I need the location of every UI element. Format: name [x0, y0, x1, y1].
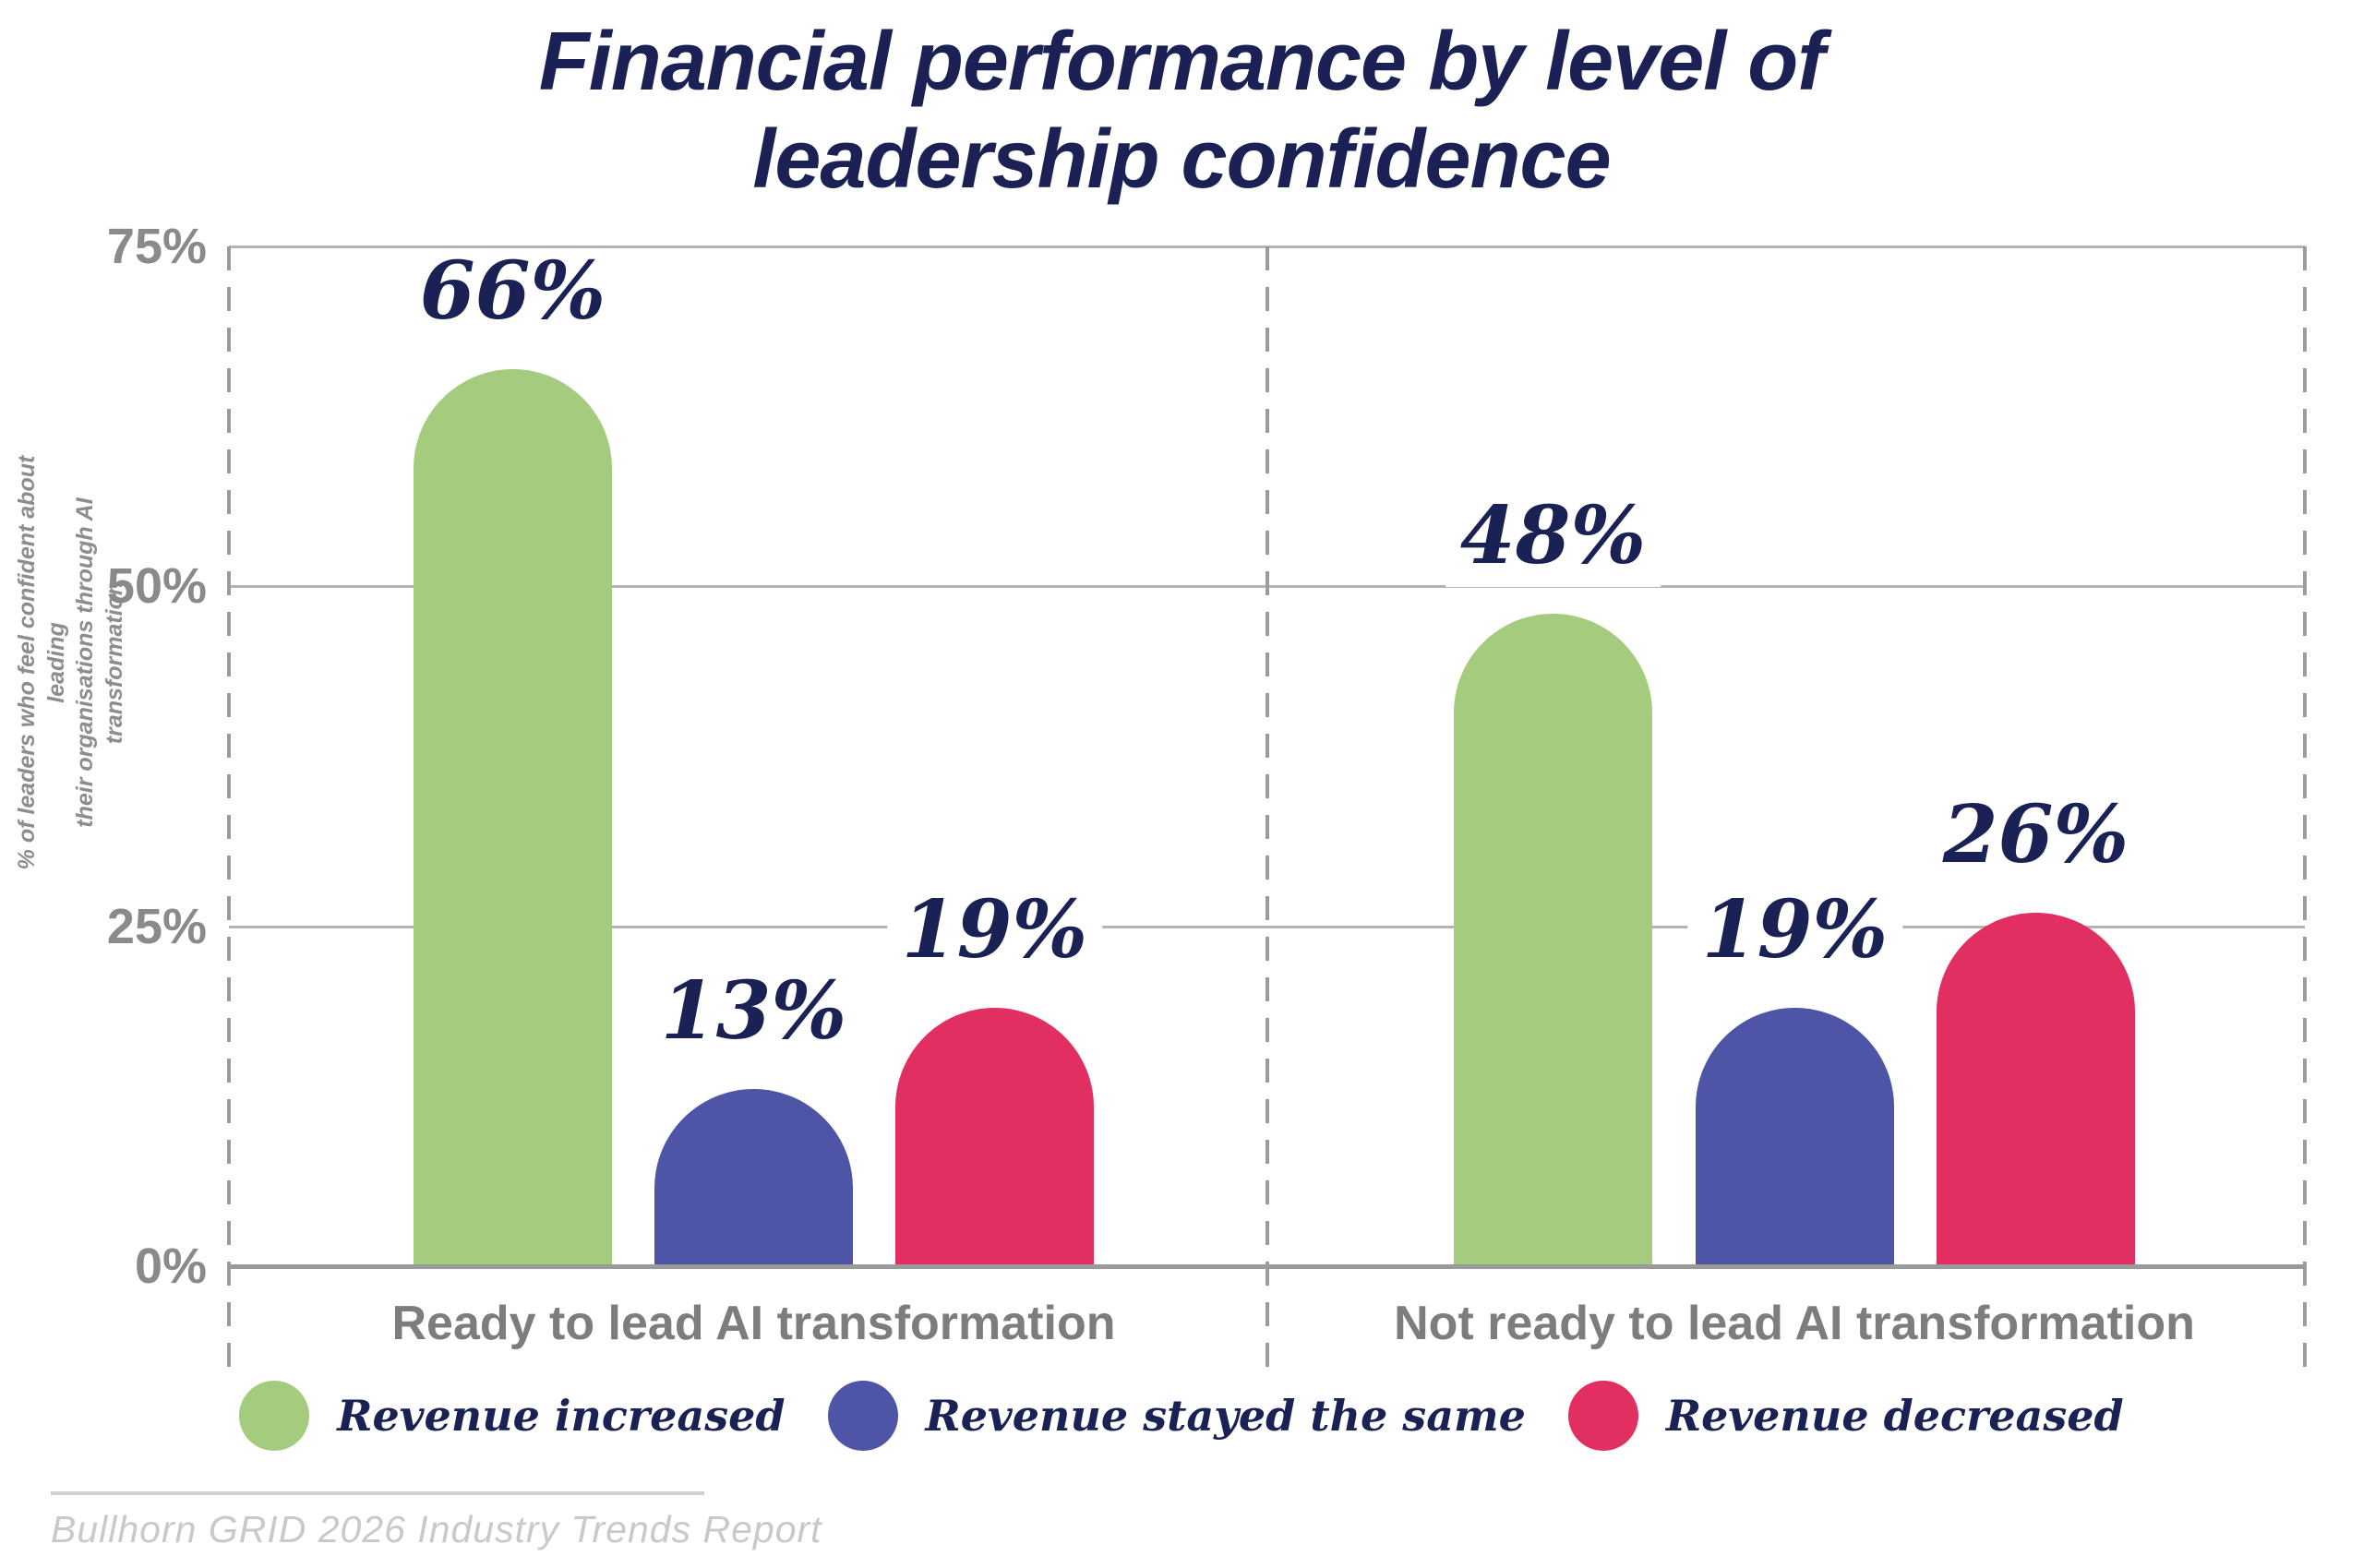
chart-title-line2: leadership confidence: [752, 114, 1611, 207]
bar-revenue-stayed-the-same-group2: [1696, 1008, 1894, 1266]
legend-label: Revenue increased: [337, 1391, 786, 1441]
group-divider-dashed-line: [1265, 246, 1269, 1367]
y-tick-label-50: 50%: [106, 558, 207, 614]
y-axis-label-line2: their organisations through AI transform…: [72, 497, 127, 828]
bar-revenue-decreased-group1: [895, 1008, 1094, 1266]
y-tick-label-0: 0%: [134, 1239, 207, 1294]
value-label-group1-revenue-increased: 66%: [404, 248, 621, 342]
y-tick-label-25: 25%: [106, 899, 207, 954]
y-axis-label: % of leaders who feel confident about le…: [13, 450, 127, 875]
source-citation: Bullhorn GRID 2026 Industry Trends Repor…: [51, 1508, 822, 1550]
value-label-group2-revenue-decreased: 26%: [1927, 792, 2144, 886]
chart-title: Financial performance by level of leader…: [0, 13, 2363, 209]
category-label-group1: Ready to lead AI transformation: [391, 1297, 1116, 1350]
legend: Revenue increased Revenue stayed the same…: [0, 1381, 2363, 1451]
legend-swatch-icon: [239, 1381, 310, 1451]
bar-revenue-increased-group1: [414, 369, 612, 1266]
value-label-group1-revenue-decreased: 19%: [886, 887, 1103, 981]
value-label-group1-revenue-stayed-the-same: 13%: [645, 968, 862, 1062]
bar-revenue-increased-group2: [1454, 614, 1652, 1266]
legend-label: Revenue decreased: [1665, 1391, 2124, 1441]
value-label-group2-revenue-increased: 48%: [1445, 493, 1661, 587]
bar-revenue-decreased-group2: [1937, 913, 2135, 1266]
category-label-group2: Not ready to lead AI transformation: [1394, 1297, 2195, 1350]
y-axis-label-line1: % of leaders who feel confident about le…: [14, 455, 69, 870]
value-label-group2-revenue-stayed-the-same: 19%: [1686, 887, 1903, 981]
legend-item-revenue-increased: Revenue increased: [239, 1381, 786, 1451]
bar-revenue-stayed-the-same-group1: [654, 1089, 853, 1266]
y-tick-label-75: 75%: [106, 219, 207, 274]
plot-left-dashed-border: [227, 246, 231, 1367]
plot-right-dashed-border: [2303, 246, 2307, 1367]
legend-swatch-icon: [1567, 1381, 1638, 1451]
x-axis-line: [227, 1264, 2307, 1269]
footer-divider: [51, 1491, 704, 1495]
legend-label: Revenue stayed the same: [925, 1391, 1526, 1441]
legend-swatch-icon: [827, 1381, 898, 1451]
chart-title-line1: Financial performance by level of: [538, 16, 1825, 108]
legend-item-revenue-decreased: Revenue decreased: [1567, 1381, 2124, 1451]
legend-item-revenue-stayed-the-same: Revenue stayed the same: [827, 1381, 1526, 1451]
